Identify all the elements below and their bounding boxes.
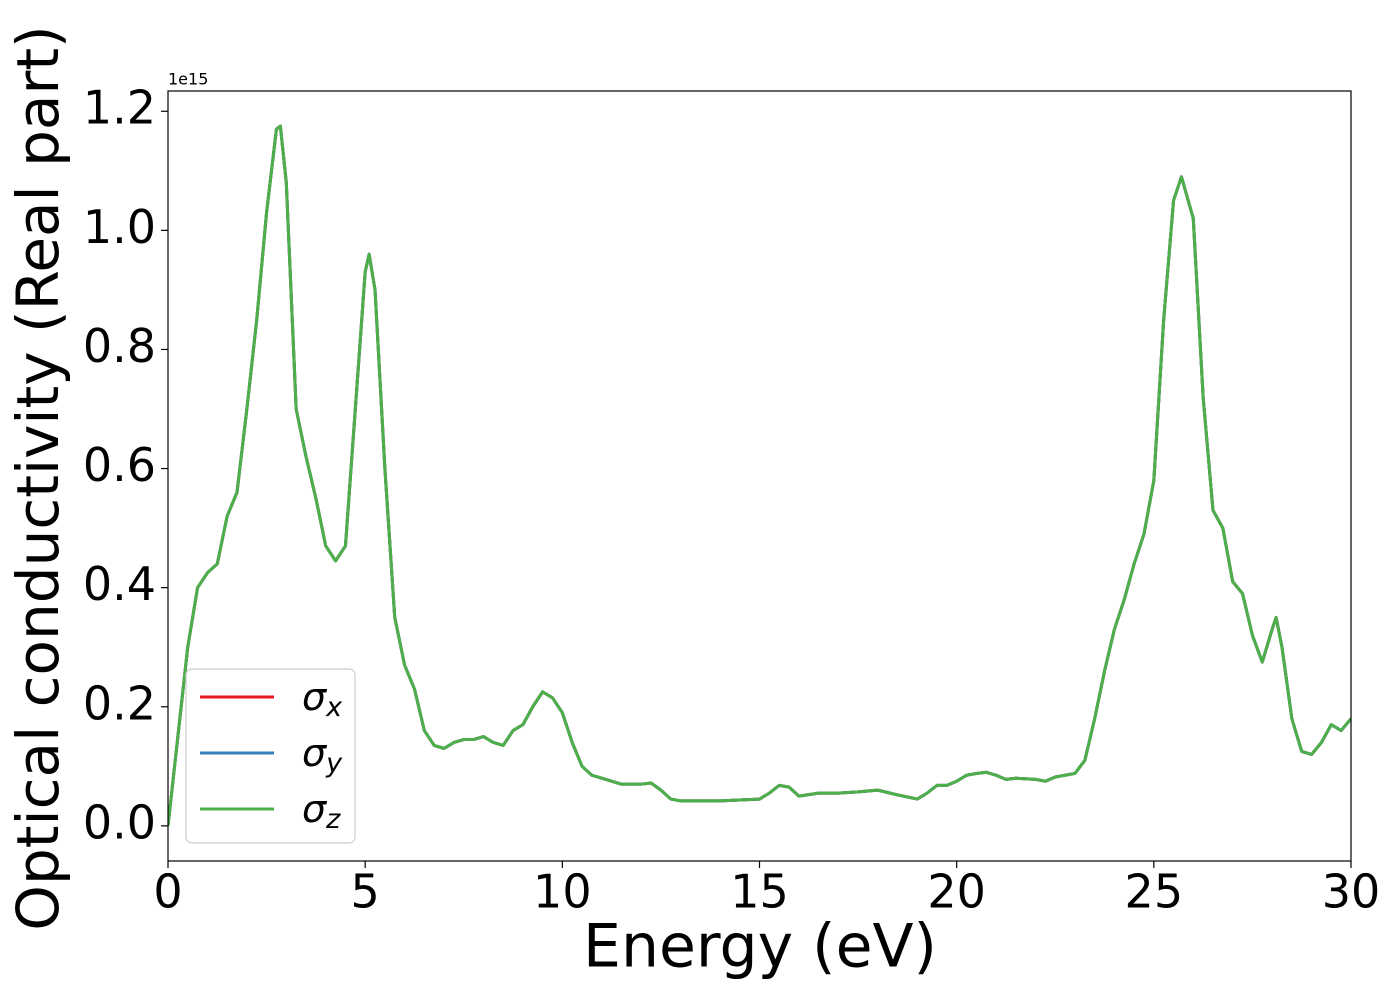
x-tick-label: 0 bbox=[153, 865, 182, 919]
legend-label: σy bbox=[302, 731, 343, 779]
y-tick-label: 1.0 bbox=[83, 200, 156, 254]
y-tick-label: 0.4 bbox=[83, 557, 156, 611]
y-tick-label: 1.2 bbox=[83, 81, 156, 135]
y-tick-label: 0.0 bbox=[83, 795, 156, 849]
y-tick-label: 0.8 bbox=[83, 319, 156, 373]
x-tick-label: 30 bbox=[1322, 865, 1381, 919]
plot-frame bbox=[167, 90, 1352, 862]
x-tick-label: 20 bbox=[927, 865, 986, 919]
y-offset-label: 1e15 bbox=[168, 70, 208, 89]
legend-label: σx bbox=[302, 675, 343, 723]
legend-label: σz bbox=[302, 787, 341, 835]
x-tick-label: 15 bbox=[730, 865, 789, 919]
x-tick-label: 25 bbox=[1125, 865, 1184, 919]
x-axis-label: Energy (eV) bbox=[583, 912, 937, 982]
y-tick-label: 0.6 bbox=[83, 438, 156, 492]
legend-box bbox=[185, 668, 356, 844]
x-tick-label: 5 bbox=[351, 865, 380, 919]
y-axis-label: Optical conductivity (Real part) bbox=[4, 25, 72, 930]
y-tick-label: 0.2 bbox=[83, 676, 156, 730]
series-line bbox=[168, 124, 1351, 827]
x-tick-label: 10 bbox=[533, 865, 592, 919]
